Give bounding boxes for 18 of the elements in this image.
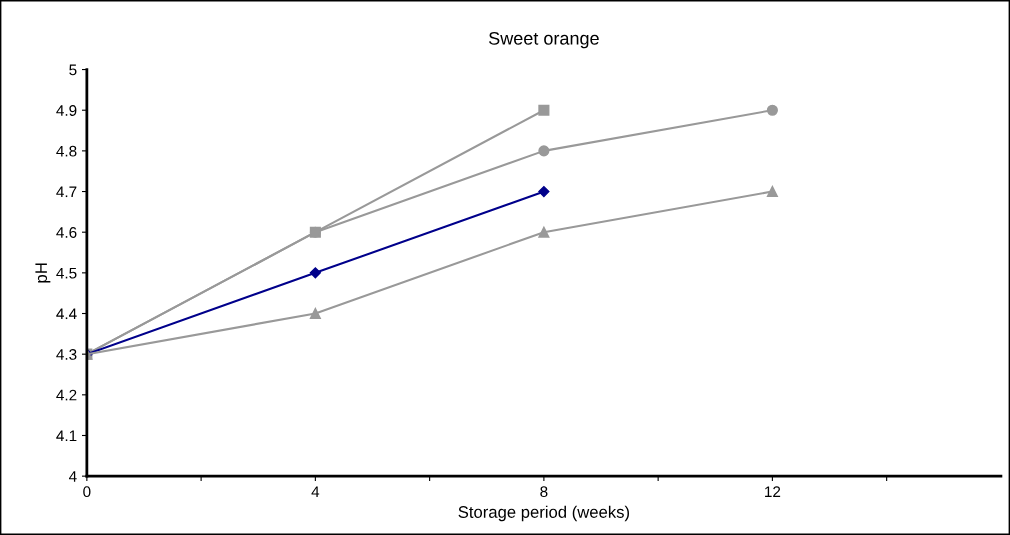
- x-tick-label: 0: [83, 486, 91, 498]
- y-tick-label: 4.4: [56, 308, 77, 320]
- chart-title: Sweet orange: [489, 31, 599, 49]
- x-axis-title: Storage period (weeks): [458, 505, 630, 522]
- x-tick-label: 8: [540, 486, 548, 498]
- y-axis-title: pH: [35, 263, 51, 283]
- y-tick-label: 4.6: [56, 227, 77, 238]
- x-tick-label: 4: [311, 486, 320, 497]
- y-tick-label: 4: [68, 471, 77, 482]
- y-tick-label: 4.2: [56, 389, 77, 401]
- y-tick-label: 4.9: [56, 105, 77, 116]
- y-tick-label: 4.7: [56, 186, 77, 198]
- y-tick-label: 5: [69, 64, 77, 76]
- y-tick-label: 4.8: [56, 145, 77, 157]
- y-tick-label: 4.5: [56, 267, 77, 279]
- x-tick-label: 12: [765, 486, 781, 497]
- y-tick-label: 4.1: [56, 430, 77, 442]
- y-tick-label: 4.3: [56, 349, 77, 360]
